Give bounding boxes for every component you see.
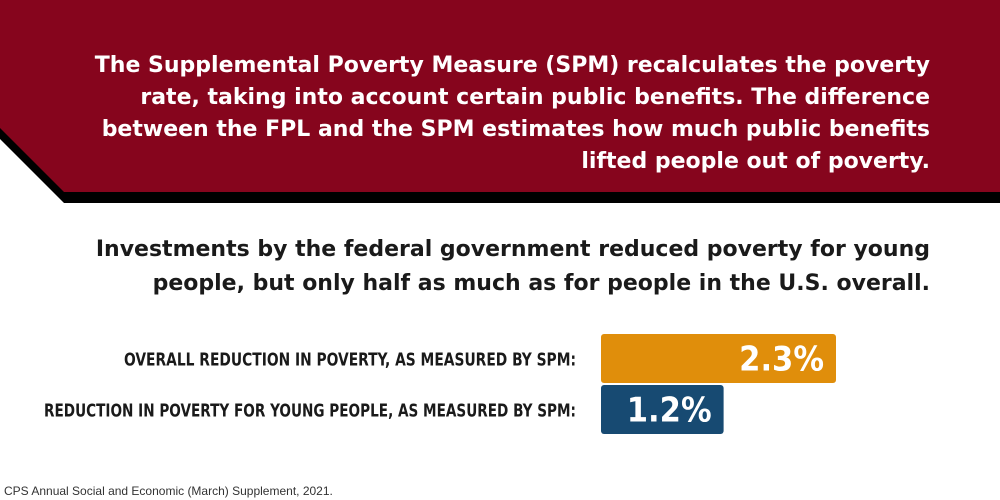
headline: Investments by the federal government re… bbox=[95, 237, 930, 296]
data-label-2: 1.2% bbox=[627, 391, 712, 431]
category-label-2: REDUCTION IN POVERTY FOR YOUNG PEOPLE, A… bbox=[44, 401, 576, 422]
data-label-1: 2.3% bbox=[739, 340, 824, 380]
banner-background bbox=[0, 0, 1000, 192]
category-label-1: OVERALL REDUCTION IN POVERTY, AS MEASURE… bbox=[124, 350, 576, 371]
header-banner: The Supplemental Poverty Measure (SPM) r… bbox=[0, 0, 1000, 203]
bar-chart: OVERALL REDUCTION IN POVERTY, AS MEASURE… bbox=[44, 334, 836, 434]
bar-2 bbox=[601, 385, 724, 434]
banner-shape bbox=[0, 0, 1000, 203]
source-note: CPS Annual Social and Economic (March) S… bbox=[4, 484, 333, 498]
bar-1 bbox=[601, 334, 836, 383]
banner-text: The Supplemental Poverty Measure (SPM) r… bbox=[94, 53, 930, 174]
